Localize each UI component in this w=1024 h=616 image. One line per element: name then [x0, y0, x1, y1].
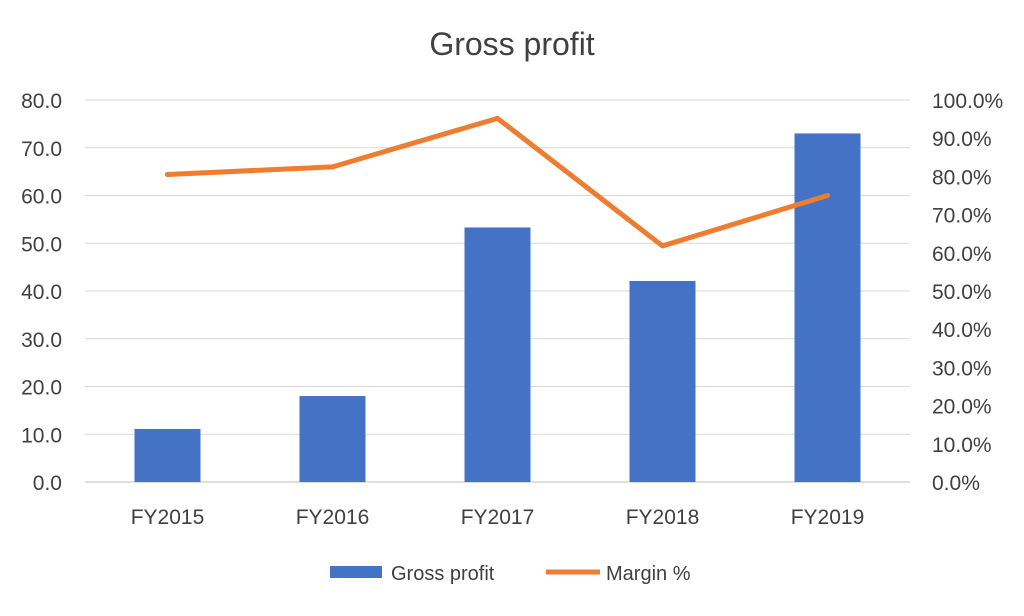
right-tick-label: 70.0%: [932, 205, 992, 228]
x-tick-label: FY2017: [461, 506, 535, 529]
x-tick-label: FY2016: [296, 506, 370, 529]
right-tick-label: 10.0%: [932, 434, 992, 457]
line-point: [165, 171, 170, 177]
legend: Gross profit Margin %: [330, 563, 691, 585]
left-tick-label: 80.0: [21, 90, 62, 113]
x-tick-label: FY2018: [626, 506, 700, 529]
left-tick-label: 0.0: [33, 472, 62, 495]
legend-label-margin: Margin %: [606, 563, 691, 585]
bar: [794, 133, 861, 483]
x-tick-label: FY2015: [131, 506, 205, 529]
left-tick-label: 60.0: [21, 186, 62, 209]
right-tick-label: 0.0%: [932, 472, 980, 495]
left-tick-label: 20.0: [21, 377, 62, 400]
line-series: [165, 115, 830, 249]
right-tick-label: 20.0%: [932, 396, 992, 419]
legend-label-gross-profit: Gross profit: [391, 563, 495, 585]
right-axis: 0.0% 10.0% 20.0% 30.0% 40.0% 50.0% 60.0% 70.0% 8…: [932, 90, 1003, 495]
bar: [464, 227, 531, 482]
right-tick-label: 80.0%: [932, 166, 992, 189]
line-point: [330, 164, 335, 170]
right-tick-label: 30.0%: [932, 357, 992, 380]
legend-swatch-gross-profit: [330, 566, 382, 578]
line-point: [660, 243, 665, 249]
left-tick-label: 70.0: [21, 138, 62, 161]
chart-title: Gross profit: [429, 26, 594, 62]
margin-line: [165, 115, 830, 249]
left-tick-label: 50.0: [21, 233, 62, 256]
bar: [134, 428, 201, 482]
right-tick-label: 90.0%: [932, 128, 992, 151]
line-point: [825, 193, 830, 198]
bar: [299, 396, 366, 482]
left-tick-label: 40.0: [21, 281, 62, 304]
bar: [629, 280, 696, 482]
left-axis: 0.0 10.0 20.0 30.0 40.0 50.0 60.0 70.0 80.0: [21, 90, 62, 495]
right-tick-label: 100.0%: [932, 90, 1003, 113]
line-point: [495, 115, 500, 121]
right-tick-label: 60.0%: [932, 243, 992, 266]
right-tick-label: 40.0%: [932, 319, 992, 342]
x-tick-label: FY2019: [791, 506, 865, 529]
right-tick-label: 50.0%: [932, 281, 992, 304]
bar-series: [134, 133, 861, 483]
left-tick-label: 30.0: [21, 329, 62, 352]
x-axis: FY2015 FY2016 FY2017 FY2018 FY2019: [131, 506, 865, 529]
left-tick-label: 10.0: [21, 424, 62, 447]
